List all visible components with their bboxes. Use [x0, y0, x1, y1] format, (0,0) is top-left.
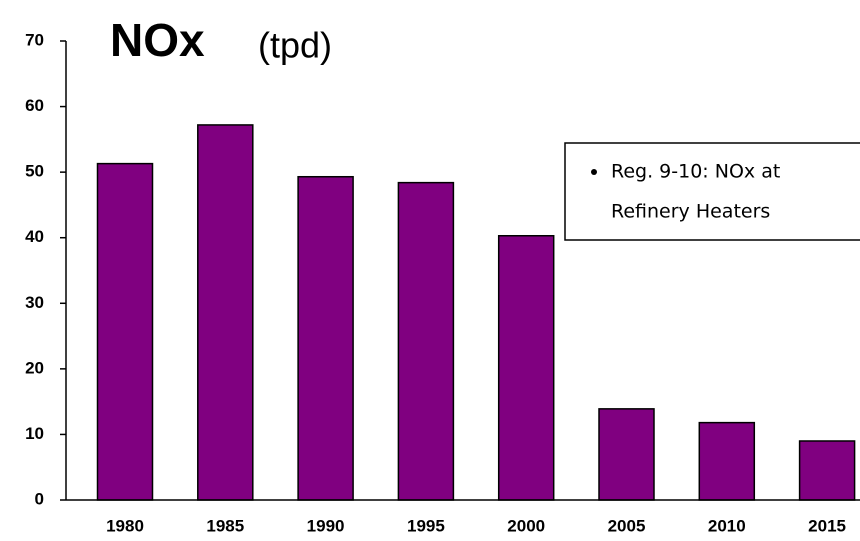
bar: [96, 162, 154, 501]
y-tick-label: 40: [25, 227, 44, 246]
x-tick-label: 2015: [808, 516, 846, 535]
bar: [698, 421, 756, 501]
annotation-box: [564, 142, 860, 241]
y-tick-label: 30: [25, 293, 44, 312]
bullet: [591, 169, 597, 175]
y-tick-label: 10: [25, 424, 44, 443]
x-tick-label: 2010: [708, 516, 746, 535]
bar: [798, 440, 856, 501]
chart-title: NOx: [110, 14, 205, 66]
bar: [598, 408, 655, 501]
x-tick-label: 2000: [507, 516, 545, 535]
bar: [297, 175, 354, 501]
annotation-line: Refinery Heaters: [611, 201, 770, 223]
annotation-line: Reg. 9-10: NOx at: [611, 161, 780, 183]
x-tick-label: 2005: [608, 516, 646, 535]
bar: [497, 234, 555, 501]
y-tick-label: 20: [25, 358, 44, 377]
y-tick-label: 70: [25, 30, 44, 49]
x-tick-label: 1990: [307, 516, 345, 535]
bar: [197, 124, 254, 501]
chart-subtitle: (tpd): [258, 25, 332, 66]
x-tick-label: 1995: [407, 516, 445, 535]
bar: [397, 181, 455, 501]
x-tick-label: 1985: [206, 516, 244, 535]
y-tick-label: 60: [25, 96, 44, 115]
x-tick-label: 1980: [106, 516, 144, 535]
y-tick-label: 50: [25, 162, 44, 181]
y-tick-label: 0: [35, 489, 44, 508]
